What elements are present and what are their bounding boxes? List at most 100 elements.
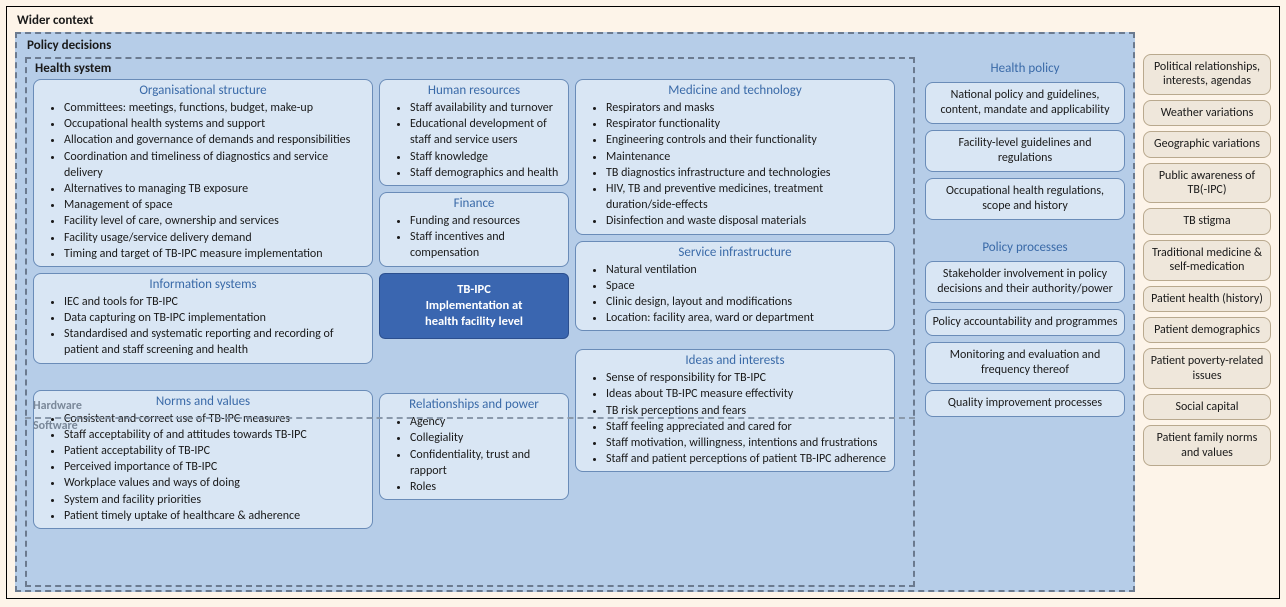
- list-item: Ideas about TB-IPC measure effectivity: [606, 386, 886, 402]
- policy-pill: National policy and guidelines, content,…: [925, 82, 1125, 124]
- list-item: Space: [606, 278, 886, 294]
- software-label: Software: [33, 419, 78, 433]
- list-item: Natural ventilation: [606, 262, 886, 278]
- panel-ideas-interests: Ideas and interests Sense of responsibil…: [575, 349, 895, 472]
- policy-processes-heading: Policy processes: [925, 238, 1125, 255]
- list-item: Allocation and governance of demands and…: [64, 132, 364, 148]
- health-policy-heading: Health policy: [925, 59, 1125, 76]
- panel-relationships-power: Relationships and power AgencyCollegiali…: [379, 393, 569, 500]
- list-item: Perceived importance of TB-IPC: [64, 459, 364, 475]
- center-line: health facility level: [386, 314, 562, 330]
- list-item: Staff availability and turnover: [410, 100, 560, 116]
- context-pill: Geographic variations: [1143, 131, 1271, 157]
- wider-context-frame: Wider context Policy decisions Health sy…: [6, 6, 1280, 599]
- panel-list: AgencyCollegialityConfidentiality, trust…: [388, 414, 560, 495]
- list-item: Sense of responsibility for TB-IPC: [606, 370, 886, 386]
- hardware-label: Hardware: [33, 399, 82, 413]
- context-side-column: Political relationships, interests, agen…: [1143, 32, 1271, 466]
- list-item: Roles: [410, 479, 560, 495]
- panel-title: Information systems: [42, 276, 364, 294]
- panel-finance: Finance Funding and resourcesStaff incen…: [379, 192, 569, 267]
- context-pill: Patient poverty-related issues: [1143, 348, 1271, 389]
- list-item: Maintenance: [606, 149, 886, 165]
- list-item: Staff incentives and compensation: [410, 229, 560, 261]
- hs-col-3: Medicine and technology Respirators and …: [575, 63, 895, 579]
- panel-list: Committees: meetings, functions, budget,…: [42, 100, 364, 262]
- list-item: Respirators and masks: [606, 100, 886, 116]
- list-item: TB diagnostics infrastructure and techno…: [606, 165, 886, 181]
- panel-info-systems: Information systems IEC and tools for TB…: [33, 273, 373, 364]
- list-item: Funding and resources: [410, 213, 560, 229]
- panel-list: Respirators and masksRespirator function…: [584, 100, 886, 230]
- hardware-software-divider: [25, 417, 915, 419]
- context-pill: Weather variations: [1143, 100, 1271, 126]
- context-pill: TB stigma: [1143, 208, 1271, 234]
- panel-medicine-tech: Medicine and technology Respirators and …: [575, 79, 895, 235]
- context-pill: Patient demographics: [1143, 317, 1271, 343]
- panel-service-infra: Service infrastructure Natural ventilati…: [575, 241, 895, 332]
- policy-pill: Quality improvement processes: [925, 390, 1125, 417]
- spacer: [379, 345, 569, 387]
- policy-pill: Occupational health regulations, scope a…: [925, 178, 1125, 220]
- policy-pill: Facility-level guidelines and regulation…: [925, 130, 1125, 172]
- center-badge: TB-IPC Implementation at health facility…: [379, 273, 569, 340]
- center-line: TB-IPC: [386, 282, 562, 298]
- context-pill: Social capital: [1143, 394, 1271, 420]
- panel-title: Finance: [388, 195, 560, 213]
- list-item: Standardised and systematic reporting an…: [64, 326, 364, 358]
- list-item: Data capturing on TB-IPC implementation: [64, 310, 364, 326]
- panel-title: Norms and values: [42, 393, 364, 411]
- context-pill: Patient family norms and values: [1143, 425, 1271, 466]
- list-item: Occupational health systems and support: [64, 116, 364, 132]
- list-item: Patient acceptability of TB-IPC: [64, 443, 364, 459]
- list-item: Patient timely uptake of healthcare & ad…: [64, 508, 364, 524]
- list-item: Staff acceptability of and attitudes tow…: [64, 427, 364, 443]
- hs-col-1: Organisational structure Committees: mee…: [33, 63, 373, 579]
- list-item: Clinic design, layout and modifications: [606, 294, 886, 310]
- panel-norms-values: Norms and values Consistent and correct …: [33, 390, 373, 529]
- list-item: Staff and patient perceptions of patient…: [606, 451, 886, 467]
- list-item: Staff demographics and health: [410, 165, 560, 181]
- wider-context-label: Wider context: [15, 11, 1271, 32]
- list-item: Coordination and timeliness of diagnosti…: [64, 149, 364, 181]
- list-item: Timing and target of TB-IPC measure impl…: [64, 246, 364, 262]
- panel-list: Natural ventilationSpaceClinic design, l…: [584, 262, 886, 327]
- panel-list: IEC and tools for TB-IPCData capturing o…: [42, 294, 364, 359]
- policy-processes-pills: Stakeholder involvement in policy decisi…: [925, 261, 1125, 423]
- panel-list: Staff availability and turnoverEducation…: [388, 100, 560, 181]
- context-pill: Public awareness of TB(-IPC): [1143, 163, 1271, 204]
- list-item: Disinfection and waste disposal material…: [606, 213, 886, 229]
- panel-list: Funding and resourcesStaff incentives an…: [388, 213, 560, 262]
- list-item: HIV, TB and preventive medicines, treatm…: [606, 181, 886, 213]
- list-item: System and facility priorities: [64, 492, 364, 508]
- list-item: Facility usage/service delivery demand: [64, 230, 364, 246]
- main-row: Policy decisions Health system Hardware …: [15, 32, 1271, 592]
- policy-decisions-label: Policy decisions: [25, 38, 1125, 57]
- policy-pill: Policy accountability and programmes: [925, 309, 1125, 336]
- list-item: Location: facility area, ward or departm…: [606, 310, 886, 326]
- hs-col-2: Human resources Staff availability and t…: [379, 63, 569, 579]
- list-item: Respirator functionality: [606, 116, 886, 132]
- panel-list: Consistent and correct use of TB-IPC mea…: [42, 411, 364, 524]
- context-pill: Patient health (history): [1143, 286, 1271, 312]
- health-system-label: Health system: [35, 61, 111, 76]
- policy-row: Health system Hardware Software Organisa…: [25, 57, 1125, 587]
- panel-title: Relationships and power: [388, 396, 560, 414]
- list-item: Collegiality: [410, 430, 560, 446]
- list-item: Educational development of staff and ser…: [410, 116, 560, 148]
- policy-side-column: Health policy National policy and guidel…: [925, 57, 1125, 587]
- health-system-columns: Organisational structure Committees: mee…: [33, 63, 907, 579]
- panel-title: Ideas and interests: [584, 352, 886, 370]
- panel-title: Medicine and technology: [584, 82, 886, 100]
- list-item: Staff knowledge: [410, 149, 560, 165]
- health-policy-pills: National policy and guidelines, content,…: [925, 82, 1125, 226]
- list-item: Staff feeling appreciated and cared for: [606, 419, 886, 435]
- panel-human-resources: Human resources Staff availability and t…: [379, 79, 569, 186]
- list-item: Engineering controls and their functiona…: [606, 132, 886, 148]
- list-item: Confidentiality, trust and rapport: [410, 447, 560, 479]
- list-item: Workplace values and ways of doing: [64, 475, 364, 491]
- list-item: Facility level of care, ownership and se…: [64, 213, 364, 229]
- context-pill: Traditional medicine & self-medication: [1143, 240, 1271, 281]
- spacer: [33, 370, 373, 384]
- health-system-box: Health system Hardware Software Organisa…: [25, 57, 915, 587]
